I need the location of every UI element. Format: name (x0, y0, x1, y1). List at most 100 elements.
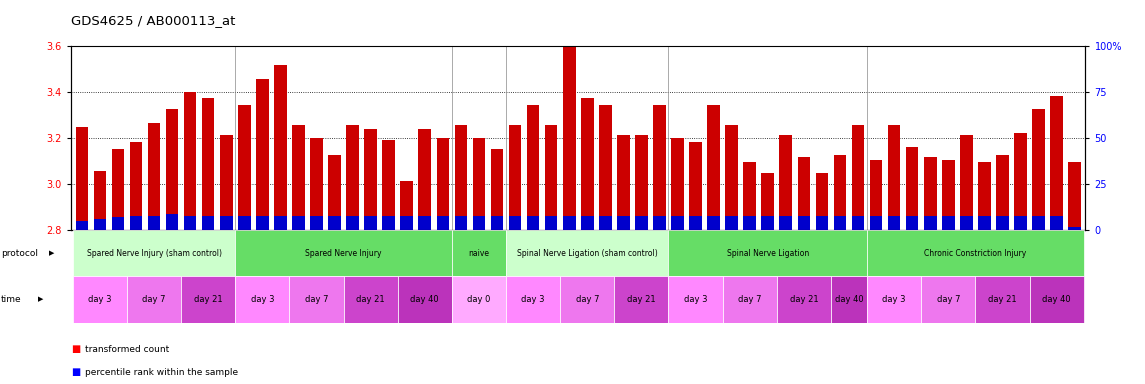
Bar (397, 276, 452, 323)
Text: day 40: day 40 (1042, 295, 1071, 304)
Bar (148, 216, 160, 230)
Bar (671, 138, 684, 230)
Bar (1014, 133, 1027, 230)
Bar (1014, 216, 1027, 230)
Text: transformed count: transformed count (85, 345, 169, 354)
Bar (274, 65, 286, 230)
Bar (346, 125, 358, 230)
Bar (776, 276, 831, 323)
Text: day 21: day 21 (194, 295, 222, 304)
Bar (815, 216, 828, 230)
Bar (111, 217, 125, 230)
Bar (527, 105, 539, 230)
Bar (436, 138, 449, 230)
Bar (922, 276, 976, 323)
Bar (418, 216, 432, 230)
Bar (1068, 227, 1081, 230)
Bar (581, 98, 593, 230)
Bar (798, 216, 811, 230)
Bar (94, 219, 106, 230)
Bar (599, 105, 611, 230)
Bar (761, 173, 774, 230)
Bar (382, 216, 395, 230)
Bar (1029, 276, 1083, 323)
Bar (310, 138, 323, 230)
Bar (1050, 216, 1063, 230)
Text: ▶: ▶ (49, 250, 55, 257)
Text: Spinal Nerve Ligation: Spinal Nerve Ligation (727, 249, 808, 258)
Text: percentile rank within the sample: percentile rank within the sample (85, 368, 238, 377)
Text: Spared Nerve Injury (sham control): Spared Nerve Injury (sham control) (87, 249, 221, 258)
Bar (452, 276, 506, 323)
Text: ■: ■ (71, 367, 80, 377)
Bar (617, 134, 630, 230)
Bar (527, 216, 539, 230)
Bar (129, 216, 142, 230)
Text: ■: ■ (71, 344, 80, 354)
Text: time: time (1, 295, 22, 304)
Text: day 3: day 3 (88, 295, 111, 304)
Bar (689, 142, 702, 230)
Bar (942, 216, 955, 230)
Bar (94, 171, 106, 230)
Bar (617, 216, 630, 230)
Bar (506, 276, 560, 323)
Bar (996, 155, 1009, 230)
Bar (996, 216, 1009, 230)
Bar (852, 125, 864, 230)
Bar (455, 216, 467, 230)
Bar (924, 157, 937, 230)
Bar (563, 216, 576, 230)
Text: day 7: day 7 (305, 295, 329, 304)
Text: Chronic Constriction Injury: Chronic Constriction Injury (924, 249, 1026, 258)
Bar (344, 276, 397, 323)
Bar (76, 221, 88, 230)
Bar (73, 276, 127, 323)
Bar (1050, 96, 1063, 230)
Text: day 7: day 7 (142, 295, 166, 304)
Bar (834, 216, 846, 230)
Bar (831, 276, 867, 323)
Bar (906, 147, 918, 230)
Bar (473, 138, 485, 230)
Text: ▶: ▶ (38, 296, 44, 303)
Bar (329, 216, 341, 230)
Bar (906, 216, 918, 230)
Bar (834, 155, 846, 230)
Bar (599, 216, 611, 230)
Bar (1032, 216, 1045, 230)
Bar (867, 230, 1083, 276)
Bar (761, 216, 774, 230)
Bar (635, 216, 648, 230)
Bar (181, 276, 235, 323)
Bar (76, 127, 88, 230)
Text: day 7: day 7 (739, 295, 761, 304)
Text: day 21: day 21 (988, 295, 1017, 304)
Bar (689, 216, 702, 230)
Bar (418, 129, 432, 230)
Bar (256, 79, 269, 230)
Text: day 7: day 7 (937, 295, 960, 304)
Bar (581, 216, 593, 230)
Bar (329, 155, 341, 230)
Bar (635, 134, 648, 230)
Bar (976, 276, 1029, 323)
Bar (166, 214, 179, 230)
Bar (292, 216, 305, 230)
Bar (870, 216, 883, 230)
Text: day 21: day 21 (627, 295, 656, 304)
Bar (166, 109, 179, 230)
Bar (235, 230, 452, 276)
Bar (708, 105, 720, 230)
Text: protocol: protocol (1, 249, 38, 258)
Bar (887, 125, 900, 230)
Bar (506, 230, 669, 276)
Text: day 21: day 21 (790, 295, 819, 304)
Bar (1032, 109, 1045, 230)
Bar (563, 46, 576, 230)
Bar (960, 134, 972, 230)
Text: day 7: day 7 (576, 295, 599, 304)
Bar (184, 92, 197, 230)
Bar (292, 125, 305, 230)
Bar (73, 230, 235, 276)
